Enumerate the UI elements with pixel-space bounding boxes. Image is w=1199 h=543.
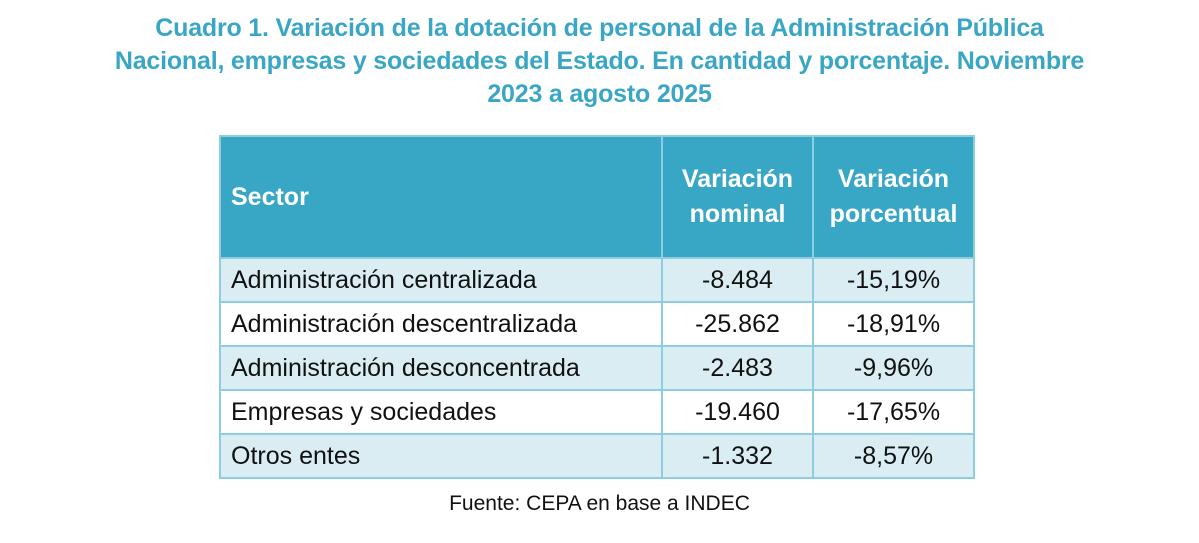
- header-percent-line-2: porcentual: [829, 200, 958, 228]
- cell-sector: Otros entes: [219, 433, 663, 479]
- source-note: Fuente: CEPA en base a INDEC: [449, 492, 750, 515]
- cell-sector: Administración descentralizada: [219, 301, 663, 347]
- cell-percent: -18,91%: [812, 301, 975, 347]
- table-row: Administración descentralizada -25.862 -…: [219, 301, 975, 347]
- cell-percent: -15,19%: [812, 257, 975, 303]
- table-row: Otros entes -1.332 -8,57%: [219, 433, 975, 479]
- cell-nominal: -1.332: [661, 433, 814, 479]
- title-line-1: Cuadro 1. Variación de la dotación de pe…: [155, 14, 1044, 42]
- title-line-3: 2023 a agosto 2025: [487, 80, 712, 108]
- cell-nominal: -25.862: [661, 301, 814, 347]
- table-header-row: Sector Variación nominal Variación porce…: [219, 135, 975, 259]
- staffing-variation-table: Sector Variación nominal Variación porce…: [219, 135, 975, 479]
- table-row: Administración centralizada -8.484 -15,1…: [219, 257, 975, 303]
- cell-percent: -17,65%: [812, 389, 975, 435]
- cell-percent: -9,96%: [812, 345, 975, 391]
- header-percent-variation: Variación porcentual: [812, 135, 975, 259]
- cell-nominal: -19.460: [661, 389, 814, 435]
- header-nominal-line-2: nominal: [689, 200, 786, 228]
- header-percent-line-1: Variación: [837, 165, 950, 193]
- cell-sector: Administración desconcentrada: [219, 345, 663, 391]
- title-line-2: Nacional, empresas y sociedades del Esta…: [114, 47, 1085, 75]
- header-sector: Sector: [219, 135, 663, 259]
- header-nominal-variation: Variación nominal: [661, 135, 814, 259]
- table-title: Cuadro 1. Variación de la dotación de pe…: [20, 12, 1179, 111]
- table-row: Administración desconcentrada -2.483 -9,…: [219, 345, 975, 391]
- cell-nominal: -2.483: [661, 345, 814, 391]
- cell-percent: -8,57%: [812, 433, 975, 479]
- cell-sector: Administración centralizada: [219, 257, 663, 303]
- header-nominal-line-1: Variación: [681, 165, 794, 193]
- table-row: Empresas y sociedades -19.460 -17,65%: [219, 389, 975, 435]
- cell-sector: Empresas y sociedades: [219, 389, 663, 435]
- cell-nominal: -8.484: [661, 257, 814, 303]
